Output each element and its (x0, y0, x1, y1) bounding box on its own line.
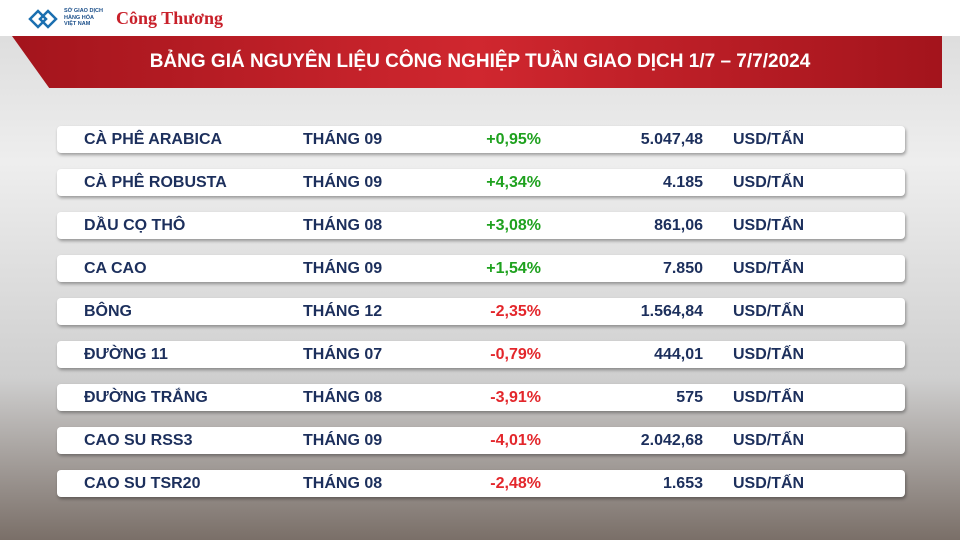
unit: USD/TẤN (733, 432, 805, 449)
change: -4,01% (490, 432, 541, 449)
price: 1.564,84 (640, 303, 703, 320)
month: THÁNG 08 (303, 389, 383, 406)
table-row: DẦU CỌ THÔ THÁNG 08 +3,08% 861,06 USD/TẤN (57, 212, 905, 239)
commodity: BÔNG (84, 303, 132, 320)
logo-line: HÀNG HÓA (64, 14, 94, 21)
unit: USD/TẤN (733, 131, 805, 148)
top-bar: SỞ GIAO DỊCH HÀNG HÓA VIỆT NAM Công Thươ… (0, 0, 960, 36)
price: 2.042,68 (640, 432, 703, 449)
change: -2,35% (490, 303, 541, 320)
table-row: CÀ PHÊ ROBUSTA THÁNG 09 +4,34% 4.185 USD/TẤN (57, 169, 905, 196)
change: -0,79% (490, 346, 541, 363)
table-row: ĐƯỜNG 11 THÁNG 07 -0,79% 444,01 USD/TẤN (57, 341, 905, 368)
commodity: CAO SU RSS3 (84, 432, 193, 449)
table-row: CAO SU TSR20 THÁNG 08 -2,48% 1.653 USD/TẤN (57, 470, 905, 497)
change: -2,48% (490, 475, 541, 492)
commodity: ĐƯỜNG TRẮNG (84, 389, 208, 406)
unit: USD/TẤN (733, 260, 805, 277)
unit: USD/TẤN (733, 346, 805, 363)
banner (12, 36, 942, 88)
price: 1.653 (662, 475, 703, 492)
commodity: CAO SU TSR20 (84, 475, 201, 492)
table-row: CÀ PHÊ ARABICA THÁNG 09 +0,95% 5.047,48 USD/… (57, 126, 905, 153)
logo-line: SỞ GIAO DỊCH (64, 8, 103, 14)
logo (28, 9, 58, 29)
commodity: CÀ PHÊ ROBUSTA (84, 174, 227, 191)
unit: USD/TẤN (733, 475, 805, 492)
change: +3,08% (486, 217, 541, 234)
month: THÁNG 09 (303, 432, 383, 449)
table-row: CA CAO THÁNG 09 +1,54% 7.850 USD/TẤN (57, 255, 905, 282)
logo-line: VIỆT NAM (64, 21, 91, 27)
commodity: DẦU CỌ THÔ (84, 217, 186, 234)
commodity: CÀ PHÊ ARABICA (84, 131, 223, 148)
commodity: CA CAO (84, 260, 147, 277)
change: +4,34% (486, 174, 541, 191)
brand: Công Thương (116, 8, 223, 28)
table-row: BÔNG THÁNG 12 -2,35% 1.564,84 USD/TẤN (57, 298, 905, 325)
price: 4.185 (662, 174, 703, 191)
price: 861,06 (654, 217, 703, 234)
month: THÁNG 07 (303, 346, 383, 363)
month: THÁNG 12 (303, 303, 383, 320)
unit: USD/TẤN (733, 389, 805, 406)
month: THÁNG 09 (303, 174, 383, 191)
table-row: ĐƯỜNG TRẮNG THÁNG 08 -3,91% 575 USD/TẤN (57, 384, 905, 411)
change: +0,95% (486, 131, 541, 148)
unit: USD/TẤN (733, 217, 805, 234)
price: 7.850 (662, 260, 703, 277)
commodity: ĐƯỜNG 11 (84, 346, 168, 363)
table-row: CAO SU RSS3 THÁNG 09 -4,01% 2.042,68 USD/TẤN (57, 427, 905, 454)
unit: USD/TẤN (733, 174, 805, 191)
month: THÁNG 08 (303, 475, 383, 492)
logo-text: SỞ GIAO DỊCH HÀNG HÓA VIỆT NAM (64, 8, 103, 28)
price: 575 (676, 389, 703, 406)
change: -3,91% (490, 389, 541, 406)
change: +1,54% (486, 260, 541, 277)
month: THÁNG 09 (303, 260, 383, 277)
title: BẢNG GIÁ NGUYÊN LIỆU CÔNG NGHIỆP TUẦN GI… (149, 51, 811, 72)
price: 5.047,48 (640, 131, 703, 148)
unit: USD/TẤN (733, 303, 805, 320)
month: THÁNG 08 (303, 217, 383, 234)
price: 444,01 (654, 346, 703, 363)
month: THÁNG 09 (303, 131, 383, 148)
